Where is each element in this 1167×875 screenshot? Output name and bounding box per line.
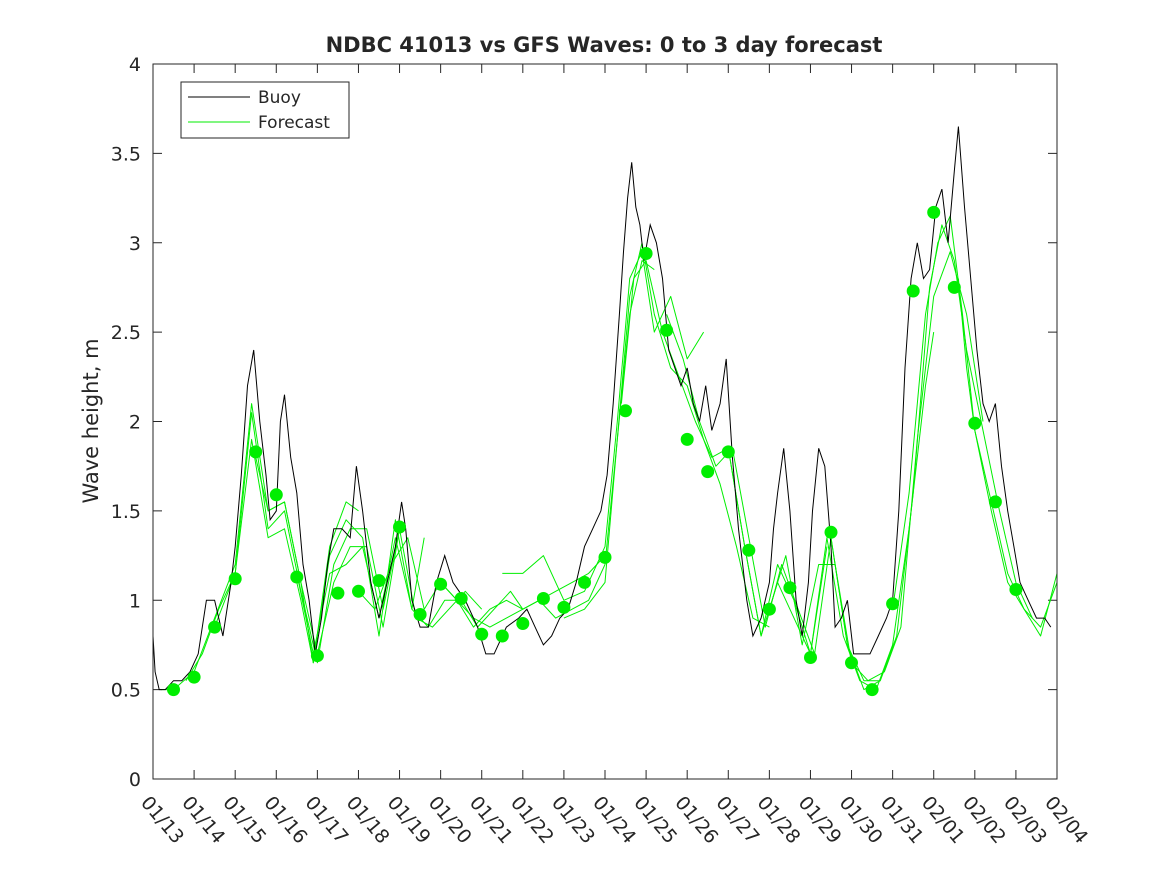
forecast-marker (208, 620, 222, 634)
forecast-marker (310, 649, 324, 663)
buoy-series (152, 126, 1052, 691)
y-axis-label: Wave height, m (79, 338, 103, 503)
forecast-marker (434, 577, 448, 591)
forecast-marker (968, 416, 982, 430)
forecast-marker (578, 575, 591, 589)
forecast-marker (557, 600, 571, 614)
forecast-marker (947, 280, 961, 294)
legend-forecast-label: Forecast (258, 113, 330, 133)
forecast-marker (906, 284, 920, 298)
y-tick-label: 2 (129, 412, 141, 434)
forecast-marker (762, 602, 776, 616)
forecast-run-line (358, 537, 606, 628)
forecast-markers (167, 205, 1023, 697)
forecast-marker (680, 432, 694, 446)
forecast-marker (475, 627, 489, 641)
forecast-marker (413, 608, 427, 621)
y-tick-label: 0 (129, 769, 141, 791)
forecast-marker (352, 584, 365, 598)
forecast-marker (701, 465, 715, 479)
forecast-run-line (502, 251, 705, 601)
forecast-marker (639, 247, 653, 260)
forecast-marker (824, 525, 838, 539)
legend-buoy-label: Buoy (258, 88, 301, 108)
forecast-marker (290, 570, 304, 584)
forecast-marker (393, 520, 406, 534)
forecast-marker (804, 651, 817, 664)
axes-background (153, 64, 1057, 779)
forecast-marker (536, 592, 550, 605)
forecast-marker (516, 617, 530, 630)
y-tick-labels: 0 0.5 1 1.5 2 2.5 3 3.5 4 (111, 54, 141, 791)
y-tick-label: 1.5 (111, 501, 141, 523)
forecast-run-line (957, 278, 1058, 637)
forecast-marker (598, 550, 612, 564)
y-tick-label: 3 (129, 233, 141, 255)
axes-box (152, 63, 1058, 780)
legend: Buoy Forecast (180, 81, 350, 139)
forecast-run-line (768, 251, 984, 682)
forecast-marker (187, 670, 201, 684)
forecast-marker (845, 656, 858, 670)
forecast-marker (742, 543, 756, 557)
forecast-marker (228, 572, 242, 586)
buoy-line (152, 126, 1052, 691)
y-tick-label: 4 (129, 54, 141, 76)
chart-title: NDBC 41013 vs GFS Waves: 0 to 3 day fore… (326, 33, 883, 57)
forecast-marker (372, 574, 386, 588)
forecast-marker (865, 683, 879, 697)
forecast-run-line (440, 260, 655, 628)
forecast-run-line (296, 537, 524, 655)
forecast-marker (927, 205, 941, 219)
forecast-marker (495, 629, 509, 643)
legend-box (180, 81, 350, 139)
y-tick-label: 1 (129, 590, 141, 612)
forecast-marker (1009, 583, 1023, 596)
forecast-marker (167, 683, 180, 697)
y-tick-label: 0.5 (111, 680, 141, 702)
y-tick-label: 2.5 (111, 322, 141, 344)
forecast-run-line (892, 215, 1058, 628)
forecast-marker (783, 581, 797, 595)
forecast-marker (331, 586, 345, 600)
forecast-run-line (620, 260, 828, 655)
forecast-marker (269, 488, 283, 502)
forecast-marker (660, 323, 674, 337)
forecast-marker (721, 445, 735, 459)
forecast-marker (454, 592, 468, 605)
plot-area (152, 63, 1058, 780)
forecast-run-line (185, 412, 400, 681)
forecast-marker (249, 445, 263, 459)
forecast-marker (886, 597, 900, 611)
y-tick-label: 3.5 (111, 143, 141, 165)
forecast-marker (619, 404, 632, 418)
forecast-marker (988, 495, 1002, 509)
